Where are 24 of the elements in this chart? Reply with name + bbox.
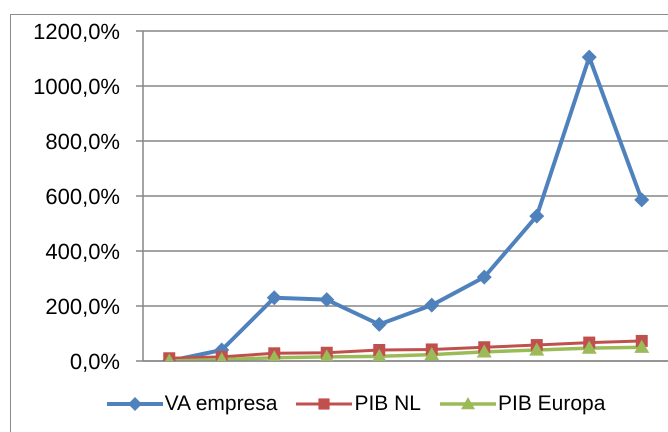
point (266, 290, 282, 306)
point (529, 342, 544, 356)
point (424, 347, 440, 360)
legend-label: PIB NL (354, 392, 421, 416)
y-tick-label: 200,0% (45, 294, 120, 318)
point (529, 208, 544, 224)
point (634, 340, 650, 353)
point (372, 348, 387, 361)
point (476, 344, 492, 358)
point (372, 316, 387, 332)
point (634, 192, 650, 208)
legend-label: VA empresa (164, 392, 278, 416)
legend-label: PIB Europa (498, 392, 606, 416)
point (582, 340, 597, 354)
point (476, 270, 492, 285)
point (582, 50, 597, 65)
point (424, 298, 440, 313)
point (319, 292, 334, 308)
y-tick-label: 600,0% (45, 184, 120, 208)
y-tick-label: 0,0% (70, 348, 120, 374)
y-tick-label: 1000,0% (33, 74, 120, 98)
y-tick-label: 400,0% (45, 238, 120, 264)
y-tick-label: 1200,0% (33, 18, 120, 44)
y-tick-label: 800,0% (45, 128, 120, 154)
